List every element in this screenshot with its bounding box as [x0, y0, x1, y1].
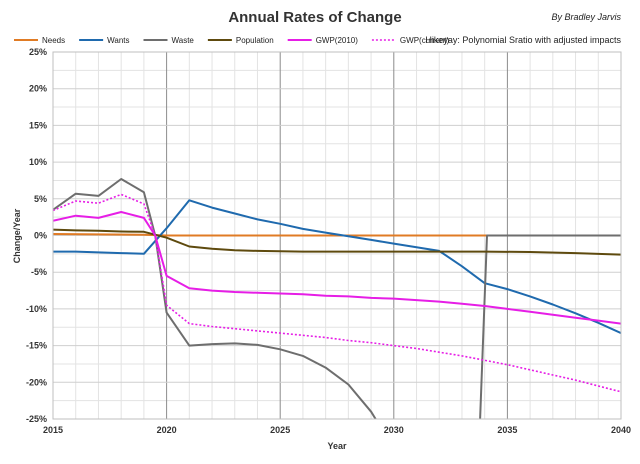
series-line-wants	[53, 199, 621, 335]
x-tick-label: 2030	[384, 425, 404, 435]
legend-item-population: Population	[207, 36, 274, 45]
chart-author: By Bradley Jarvis	[551, 12, 621, 22]
y-axis-label: Change/Year	[12, 208, 22, 263]
legend-label: Wants	[107, 36, 129, 45]
y-tick-label: 5%	[34, 194, 47, 204]
plot-area-border	[52, 51, 622, 420]
legend-label: Population	[236, 36, 274, 45]
y-tick-label: -20%	[26, 377, 47, 387]
legend-label: GWP(2010)	[316, 36, 359, 45]
legend-label: Waste	[172, 36, 195, 45]
x-tick-label: 2025	[270, 425, 290, 435]
series-layer	[53, 178, 621, 419]
chart-legend: Needs Wants Waste Population GWP(2010) GWP(cu…	[14, 36, 450, 45]
series-line-population	[53, 228, 621, 256]
y-tick-label: 15%	[29, 120, 47, 130]
y-axis-ticks: 25% 20% 15% 10% 5% 0% -5% -10% -15% -20% -25%	[26, 47, 47, 424]
x-axis-ticks: 2015 2020 2025 2030 2035 2040	[43, 425, 631, 435]
legend-item-waste: Waste	[143, 36, 195, 45]
x-tick-label: 2015	[43, 425, 63, 435]
x-tick-label: 2040	[611, 425, 631, 435]
x-tick-label: 2020	[157, 425, 177, 435]
x-axis-label: Year	[327, 441, 347, 451]
y-tick-label: -5%	[31, 267, 47, 277]
chart-subtitle: Hikeyay: Polynomial Sratio with adjusted…	[425, 35, 621, 45]
y-tick-label: 25%	[29, 47, 47, 57]
series-line-gwp-2010	[53, 211, 621, 325]
y-tick-label: -25%	[26, 414, 47, 424]
series-line-waste	[479, 234, 621, 419]
legend-item-needs: Needs	[14, 36, 65, 45]
y-tick-label: 10%	[29, 157, 47, 167]
y-tick-label: -10%	[26, 304, 47, 314]
legend-item-gwp-2010: GWP(2010)	[287, 36, 359, 45]
x-tick-label: 2035	[497, 425, 517, 435]
series-line-gwp-current	[53, 193, 621, 393]
series-line-waste	[53, 178, 377, 419]
legend-label: GWP(current)	[400, 36, 450, 45]
legend-label: Needs	[42, 36, 65, 45]
y-tick-label: -15%	[26, 341, 47, 351]
y-tick-label: 20%	[29, 84, 47, 94]
y-tick-label: 0%	[34, 231, 47, 241]
chart-title: Annual Rates of Change	[228, 9, 401, 26]
legend-item-wants: Wants	[79, 36, 130, 45]
legend-item-gwp-current: GWP(current)	[371, 36, 450, 45]
